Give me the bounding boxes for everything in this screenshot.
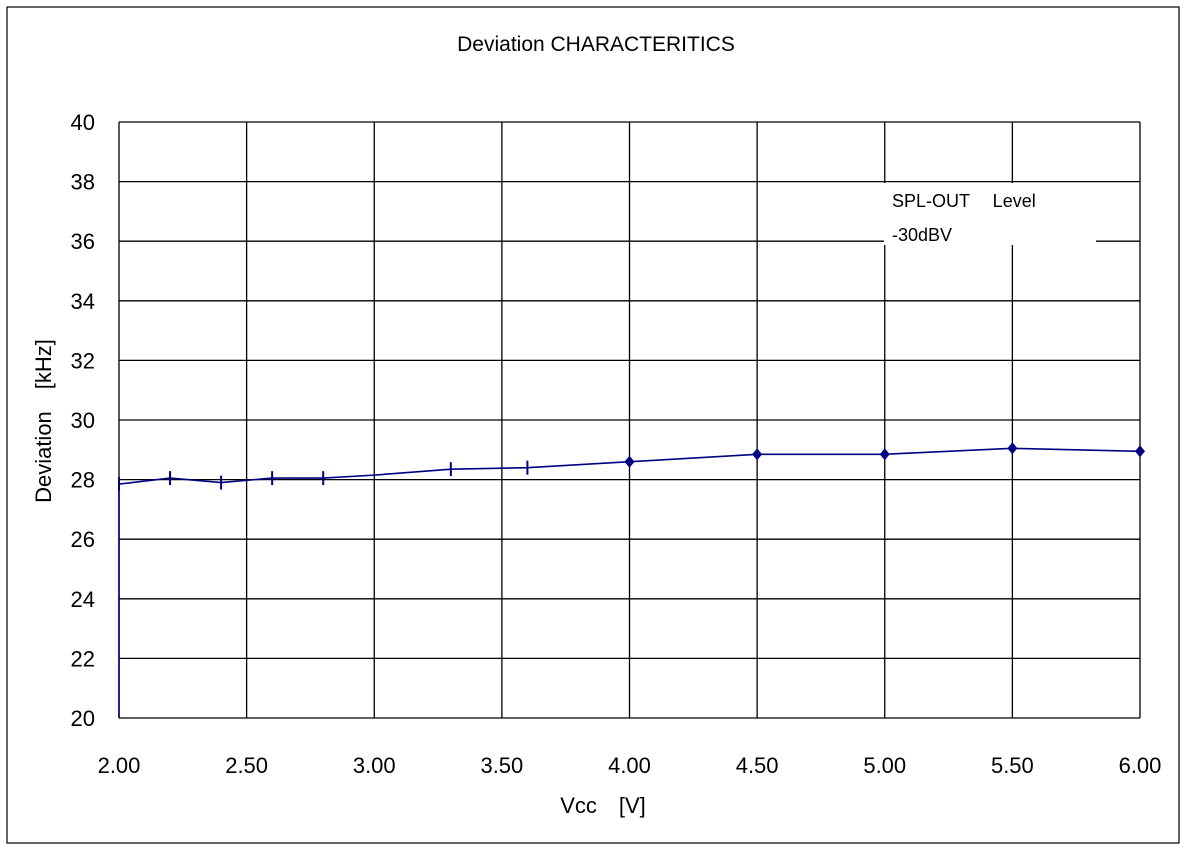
annotation-line-2: -30dBV xyxy=(892,225,952,245)
annotation-box: SPL-OUT Level -30dBV xyxy=(884,183,1096,245)
chart-title: Deviation CHARACTERITICS xyxy=(457,33,735,56)
annotation-line-1: SPL-OUT Level xyxy=(892,191,1036,211)
series-line xyxy=(118,447,1141,718)
x-tick-label: 2.00 xyxy=(98,753,141,778)
y-tick-label: 34 xyxy=(71,289,95,314)
data-point xyxy=(1135,445,1145,458)
y-tick-label: 22 xyxy=(71,646,95,671)
chart-frame xyxy=(6,6,1180,844)
x-tick-label: 5.50 xyxy=(991,753,1034,778)
y-axis-label: Deviation [kHz] xyxy=(31,339,56,503)
y-tick-label: 36 xyxy=(71,229,95,254)
x-tick-label: 4.00 xyxy=(608,753,651,778)
tick-labels: 20 22 24 26 28 30 32 34 36 38 40 2.00 2.50 3.00 3.50 4.… xyxy=(71,110,1162,778)
data-point xyxy=(1007,442,1018,455)
y-tick-label: 40 xyxy=(71,110,95,135)
x-tick-label: 5.00 xyxy=(863,753,906,778)
x-tick-label: 4.50 xyxy=(736,753,779,778)
data-point xyxy=(624,455,635,468)
grid xyxy=(118,121,1141,719)
annotation-background xyxy=(884,183,1096,245)
x-tick-label: 6.00 xyxy=(1119,753,1162,778)
y-tick-label: 24 xyxy=(71,587,95,612)
x-tick-label: 3.00 xyxy=(353,753,396,778)
x-tick-label: 3.50 xyxy=(480,753,523,778)
y-tick-label: 20 xyxy=(71,706,95,731)
data-point xyxy=(879,448,890,461)
y-tick-label: 32 xyxy=(71,348,95,373)
y-tick-label: 26 xyxy=(71,527,95,552)
y-tick-label: 38 xyxy=(71,170,95,195)
x-tick-label: 2.50 xyxy=(225,753,268,778)
x-axis-label: Vcc [V] xyxy=(560,793,646,818)
y-tick-label: 30 xyxy=(71,408,95,433)
y-tick-label: 28 xyxy=(71,468,95,493)
series-group xyxy=(118,442,1145,718)
data-point xyxy=(752,448,763,461)
